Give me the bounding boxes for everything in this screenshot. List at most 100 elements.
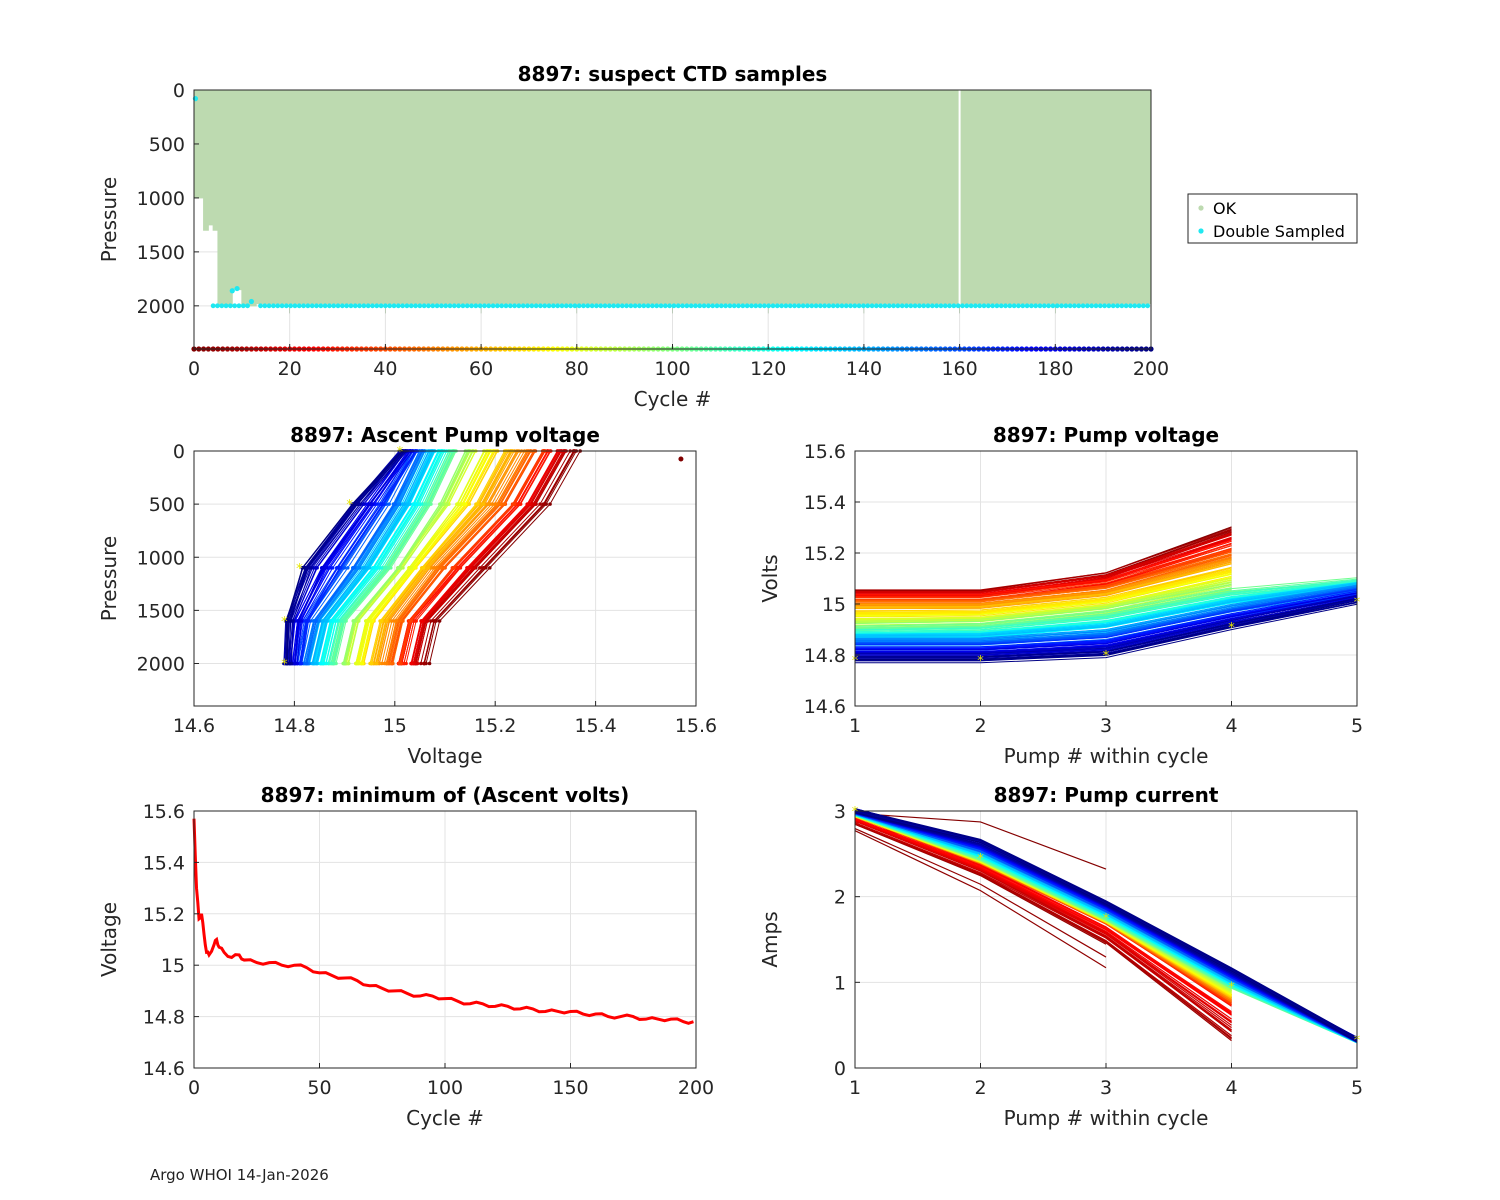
latest-cycle-marker: *	[1228, 621, 1235, 636]
ascent-point	[437, 619, 442, 623]
double-sampled-point	[671, 303, 677, 309]
ascent-point	[330, 566, 335, 570]
double-sampled-point	[929, 303, 935, 309]
ascent-point	[332, 661, 336, 666]
minv-ytick-label: 14.6	[143, 1058, 185, 1080]
pumpv-profile	[855, 587, 1358, 644]
pumpv-profile	[854, 581, 1358, 634]
double-sampled-point	[374, 303, 380, 309]
minv-xlabel: Cycle #	[406, 1106, 484, 1130]
double-sampled-point	[1115, 303, 1120, 309]
ascent-point	[345, 566, 350, 570]
ascent-point	[367, 502, 371, 506]
double-sampled-point	[869, 303, 875, 309]
ctd-xtick-label: 140	[846, 358, 882, 380]
ctd-ytick-label: 1500	[137, 242, 185, 264]
double-sampled-point	[1007, 303, 1013, 309]
double-sampled-point	[796, 303, 802, 309]
pumpv-profile	[854, 577, 1358, 628]
double-sampled-point	[753, 303, 759, 309]
ctd-frame: 0 20 40 60 80 100 120 140 160 180 2000500100015002…	[97, 62, 1169, 411]
pumpv-xlabel: Pump # within cycle	[1004, 744, 1209, 768]
ctd-xtick-label: 80	[565, 358, 589, 380]
ascent-ytick-label: 500	[149, 494, 185, 516]
ascent-box	[193, 450, 697, 707]
double-sampled-point	[1067, 303, 1073, 309]
double-sampled-point	[882, 303, 888, 309]
double-sampled-point	[938, 303, 944, 309]
minv-ytick-label: 15.4	[143, 852, 185, 874]
ascent-point	[511, 502, 515, 506]
ascent-point	[442, 566, 446, 570]
ascent-xtick-label: 15.2	[474, 715, 516, 737]
double-sampled-point	[1084, 303, 1090, 309]
double-sampled-point	[598, 303, 604, 309]
double-sampled-point	[477, 303, 483, 309]
pumpv-xtick-label: 5	[1351, 715, 1363, 737]
double-sampled-point	[1106, 303, 1112, 309]
ascent-point	[408, 619, 412, 623]
double-sampled-point	[361, 303, 367, 309]
double-sampled-point	[817, 303, 823, 309]
double-sampled-point	[292, 303, 298, 309]
double-sampled-point	[998, 303, 1004, 309]
ascent-point	[423, 502, 428, 506]
ascent-point	[391, 661, 395, 666]
pumpv-xtick-label: 2	[974, 715, 986, 737]
double-sampled-point	[232, 303, 238, 309]
ascent-point	[321, 661, 325, 666]
minv-ylabel: Voltage	[97, 902, 121, 977]
double-sampled-point	[650, 303, 655, 309]
ascent-point	[320, 619, 325, 623]
ascent-point	[351, 566, 356, 570]
latest-cycle-marker: *	[281, 615, 288, 630]
ascent-point	[370, 502, 375, 506]
pumpv-profile	[855, 600, 1358, 660]
double-sampled-point	[438, 303, 444, 309]
double-sampled-point	[1145, 303, 1151, 309]
double-sampled-point	[1093, 303, 1099, 309]
ascent-point	[415, 661, 420, 666]
double-sampled-point	[1050, 303, 1056, 309]
current-profile	[854, 820, 1232, 1022]
double-sampled-point	[245, 303, 250, 309]
ascent-point	[318, 661, 323, 666]
ascent-point	[401, 566, 405, 570]
double-sampled-point	[611, 303, 617, 309]
double-sampled-point	[740, 303, 746, 309]
double-sampled-point	[934, 303, 940, 309]
minv-ytick-label: 15	[161, 955, 185, 977]
ascent-point	[342, 619, 346, 623]
pumpv-profile	[854, 579, 1358, 631]
minv-xtick-label: 100	[427, 1077, 463, 1099]
double-sampled-point	[283, 303, 289, 309]
double-sampled-point	[985, 303, 991, 309]
ascent-point	[402, 661, 406, 666]
double-sampled-point	[964, 303, 970, 309]
pumpv-profile	[854, 561, 1232, 607]
double-sampled-point	[219, 303, 225, 309]
double-sampled-point	[1063, 303, 1069, 309]
double-sampled-point	[443, 303, 449, 309]
double-sampled-point	[770, 303, 776, 309]
current-profile	[854, 812, 1107, 870]
minv-line	[192, 818, 694, 1025]
ascent-point	[541, 502, 546, 506]
minv-series	[192, 818, 694, 1025]
pumpv-profile	[855, 601, 1358, 661]
pumpv-ytick-label: 15.4	[804, 492, 846, 514]
double-sampled-point	[1041, 303, 1047, 309]
ascent-point	[324, 619, 328, 623]
double-sampled-point	[494, 303, 500, 309]
pumpv-xtick-label: 1	[849, 715, 861, 737]
latest-cycle-marker: *	[281, 658, 288, 673]
current-series: *****	[852, 805, 1361, 1049]
double-sampled-point	[891, 303, 896, 309]
current-ylabel: Amps	[758, 911, 782, 967]
ascent-point	[379, 502, 383, 506]
double-sampled-point	[856, 303, 862, 309]
pumpv-ytick-label: 15.2	[804, 543, 846, 565]
double-sampled-point	[357, 303, 362, 309]
double-sampled-point	[680, 303, 685, 309]
ascent-point	[472, 566, 477, 570]
